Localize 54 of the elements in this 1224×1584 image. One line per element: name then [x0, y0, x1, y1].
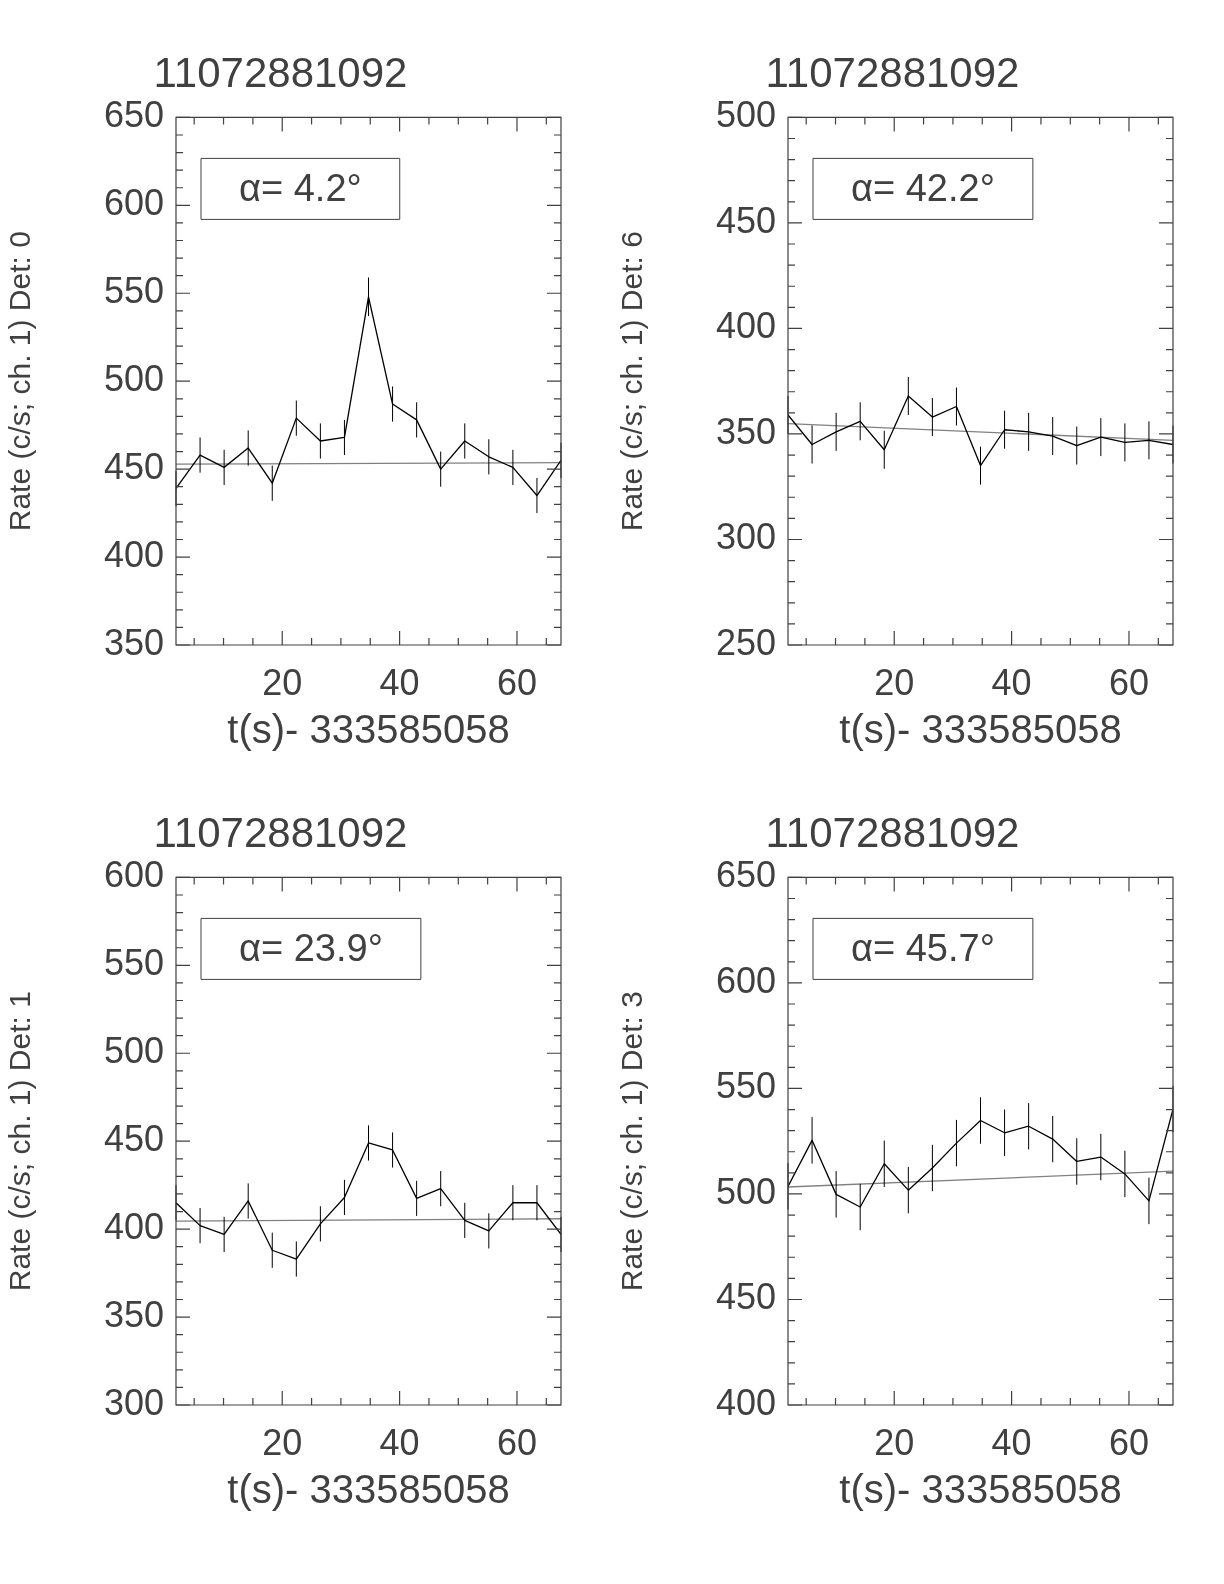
y-tick-label: 550	[103, 942, 164, 984]
x-tick-label: 60	[1108, 1421, 1150, 1463]
y-tick-label: 600	[103, 854, 164, 896]
y-tick-label: 400	[103, 1206, 164, 1248]
x-axis-title: t(s)- 333585058	[227, 707, 510, 752]
y-tick-label: 650	[103, 94, 164, 136]
x-tick-label: 40	[379, 661, 420, 703]
annotation: α= 42.2°	[851, 167, 995, 210]
y-tick-label: 400	[715, 305, 776, 347]
y-tick-label: 450	[715, 1276, 776, 1318]
y-tick-label: 600	[103, 182, 164, 224]
y-tick-label: 500	[715, 94, 776, 136]
x-axis-title: t(s)- 333585058	[227, 1467, 510, 1512]
chart-title: 11072881092	[765, 48, 1020, 96]
x-tick-label: 40	[991, 1421, 1032, 1463]
x-axis-title: t(s)- 333585058	[839, 707, 1122, 752]
y-tick-label: 500	[715, 1170, 776, 1212]
x-tick-label: 40	[991, 661, 1032, 703]
x-tick-label: 20	[874, 1421, 915, 1463]
annotation: α= 23.9°	[239, 927, 383, 970]
x-axis-title: t(s)- 333585058	[839, 1467, 1122, 1512]
y-tick-label: 600	[715, 959, 776, 1001]
x-tick-label: 20	[874, 661, 915, 703]
y-tick-label: 450	[103, 1118, 164, 1160]
y-axis-title: Rate (c/s; ch. 1) Det: 3	[615, 991, 649, 1292]
y-tick-label: 450	[715, 199, 776, 241]
chart-title: 11072881092	[153, 808, 408, 856]
annotation: α= 4.2°	[239, 167, 362, 210]
y-axis-title: Rate (c/s; ch. 1) Det: 0	[3, 231, 37, 532]
y-tick-label: 500	[103, 358, 164, 400]
y-tick-label: 450	[103, 446, 164, 488]
y-tick-label: 400	[715, 1381, 776, 1423]
x-tick-label: 40	[379, 1421, 420, 1463]
x-tick-label: 60	[496, 1421, 538, 1463]
y-tick-label: 350	[715, 410, 776, 452]
y-axis-title: Rate (c/s; ch. 1) Det: 1	[3, 991, 37, 1292]
y-tick-label: 250	[715, 621, 776, 663]
chart-title: 11072881092	[153, 48, 408, 96]
chart-title: 11072881092	[765, 808, 1020, 856]
y-tick-label: 300	[103, 1381, 164, 1423]
y-tick-label: 550	[103, 270, 164, 312]
x-tick-label: 60	[1108, 661, 1150, 703]
y-tick-label: 550	[715, 1065, 776, 1107]
y-tick-label: 400	[103, 533, 164, 575]
y-axis-title: Rate (c/s; ch. 1) Det: 6	[615, 231, 649, 532]
y-tick-label: 350	[103, 621, 164, 663]
y-tick-label: 650	[715, 854, 776, 896]
y-tick-label: 300	[715, 516, 776, 558]
x-tick-label: 60	[496, 661, 538, 703]
y-tick-label: 500	[103, 1030, 164, 1072]
y-tick-label: 350	[103, 1293, 164, 1335]
x-tick-label: 20	[262, 1421, 303, 1463]
x-tick-label: 20	[262, 661, 303, 703]
annotation: α= 45.7°	[851, 927, 995, 970]
